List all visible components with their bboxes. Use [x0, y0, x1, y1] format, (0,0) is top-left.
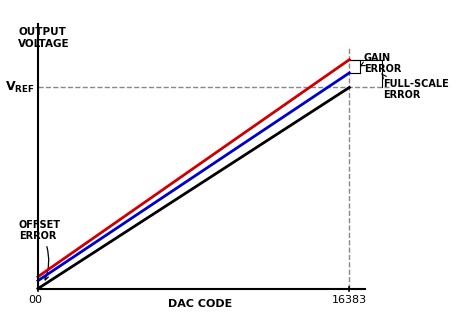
Text: OFFSET
ERROR: OFFSET ERROR	[19, 220, 61, 280]
Text: 16383: 16383	[331, 295, 366, 305]
Text: 0: 0	[34, 295, 41, 305]
Text: FULL-SCALE
ERROR: FULL-SCALE ERROR	[381, 74, 448, 100]
Text: OUTPUT
VOLTAGE: OUTPUT VOLTAGE	[18, 27, 69, 49]
Text: 0: 0	[28, 295, 36, 305]
Text: DAC CODE: DAC CODE	[168, 299, 231, 309]
Text: V$_{\mathbf{REF}}$: V$_{\mathbf{REF}}$	[6, 80, 35, 95]
Text: GAIN
ERROR: GAIN ERROR	[360, 53, 400, 74]
